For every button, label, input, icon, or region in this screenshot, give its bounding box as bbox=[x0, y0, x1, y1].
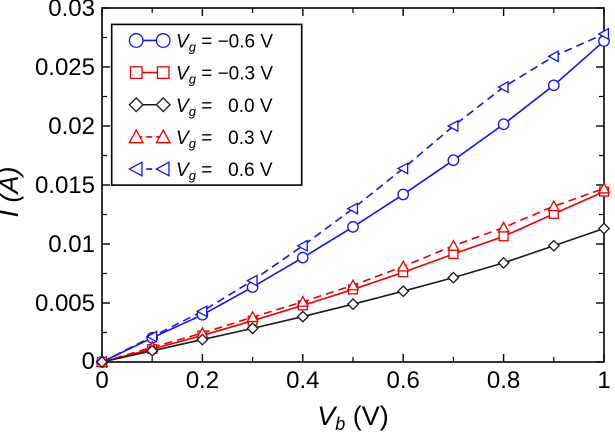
svg-text:0.6: 0.6 bbox=[387, 367, 420, 394]
svg-text:0: 0 bbox=[82, 348, 95, 375]
svg-text:0: 0 bbox=[95, 367, 108, 394]
svg-text:0.2: 0.2 bbox=[186, 367, 219, 394]
svg-text:1: 1 bbox=[597, 367, 610, 394]
svg-text:Vb (V): Vb (V) bbox=[317, 401, 389, 434]
svg-text:0.005: 0.005 bbox=[35, 290, 95, 317]
svg-text:0.015: 0.015 bbox=[35, 172, 95, 199]
svg-text:0.02: 0.02 bbox=[48, 113, 95, 140]
svg-text:0.01: 0.01 bbox=[48, 231, 95, 258]
svg-text:0.025: 0.025 bbox=[35, 54, 95, 81]
svg-text:0.8: 0.8 bbox=[487, 367, 520, 394]
svg-text:0.4: 0.4 bbox=[286, 367, 319, 394]
svg-text:0.03: 0.03 bbox=[48, 0, 95, 22]
svg-text:I (A): I (A) bbox=[0, 167, 24, 218]
